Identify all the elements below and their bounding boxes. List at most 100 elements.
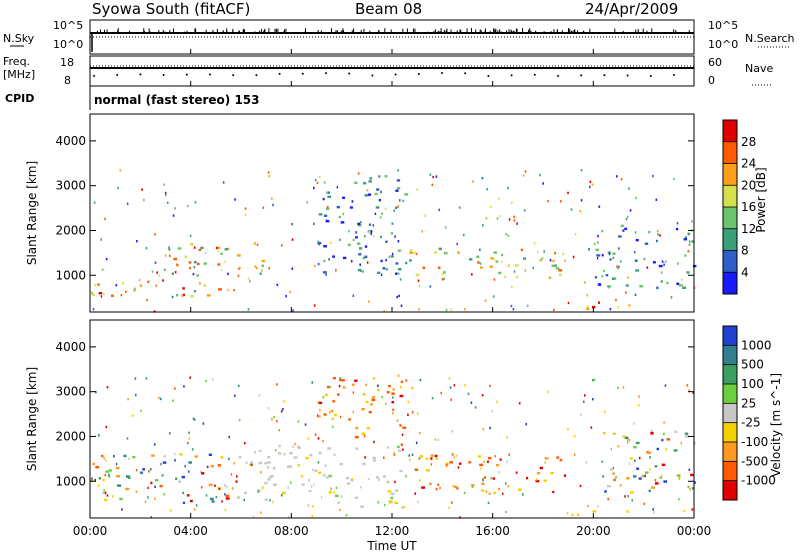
velocity-cell bbox=[153, 497, 156, 501]
velocity-cell bbox=[262, 486, 264, 489]
power-cell bbox=[501, 260, 503, 264]
power-cell bbox=[151, 270, 154, 273]
velocity-cell bbox=[399, 394, 404, 398]
velocity-cell bbox=[200, 486, 203, 489]
power-cell bbox=[380, 273, 383, 276]
velocity-cell bbox=[633, 445, 637, 449]
freq-dot bbox=[626, 74, 629, 77]
power-cell bbox=[382, 267, 386, 270]
velocity-cell bbox=[92, 462, 96, 466]
velocity-cell bbox=[396, 445, 400, 449]
velocity-cell bbox=[394, 501, 399, 505]
power-cell bbox=[511, 285, 513, 289]
power-cell bbox=[326, 191, 329, 194]
power-cell bbox=[432, 175, 434, 179]
power-cell bbox=[196, 262, 200, 266]
velocity-cell bbox=[105, 425, 108, 429]
velocity-cell bbox=[355, 426, 359, 430]
velocity-cell bbox=[602, 431, 606, 435]
power-cell bbox=[369, 177, 373, 180]
velocity-cell bbox=[617, 386, 619, 390]
velocity-cell bbox=[330, 409, 334, 413]
power-cell bbox=[514, 264, 519, 267]
power-cell bbox=[444, 226, 447, 229]
power-cell bbox=[615, 175, 618, 178]
velocity-y-ticks: 1000 2000 3000 4000 bbox=[55, 340, 694, 488]
colorbar-tick-label: 25 bbox=[741, 396, 756, 410]
colorbar-swatch bbox=[723, 364, 737, 385]
power-cell bbox=[664, 260, 667, 263]
power-cell bbox=[349, 206, 353, 209]
power-cell bbox=[607, 285, 611, 288]
velocity-cell bbox=[691, 508, 694, 511]
power-cell bbox=[658, 264, 663, 268]
power-cell bbox=[380, 190, 382, 194]
power-cell bbox=[688, 240, 691, 243]
velocity-cell bbox=[559, 458, 563, 462]
power-cell bbox=[388, 255, 391, 259]
power-cell bbox=[628, 187, 630, 190]
velocity-cell bbox=[610, 468, 614, 471]
velocity-cell bbox=[181, 475, 185, 479]
velocity-cell bbox=[267, 478, 271, 481]
velocity-cell bbox=[293, 456, 298, 459]
power-cell bbox=[291, 222, 294, 226]
power-cell bbox=[192, 272, 195, 276]
x-tick-label: 00:00 bbox=[677, 524, 712, 538]
velocity-cell bbox=[148, 470, 150, 473]
velocity-cell bbox=[683, 509, 686, 513]
power-cell bbox=[168, 246, 170, 249]
power-cell bbox=[513, 215, 515, 218]
power-cell bbox=[471, 273, 473, 276]
velocity-cell bbox=[365, 383, 368, 386]
power-cell bbox=[601, 229, 604, 233]
power-cell bbox=[404, 193, 409, 196]
velocity-cell bbox=[318, 401, 323, 405]
power-cell bbox=[120, 293, 123, 297]
velocity-cell bbox=[360, 486, 362, 489]
power-cell bbox=[617, 267, 619, 270]
power-cell bbox=[177, 247, 182, 250]
power-cell bbox=[660, 271, 663, 274]
velocity-cell bbox=[612, 466, 615, 470]
power-cell bbox=[97, 283, 100, 286]
velocity-cell bbox=[283, 452, 286, 456]
velocity-cell bbox=[335, 486, 338, 490]
velocity-cell bbox=[228, 435, 231, 439]
power-cell bbox=[394, 235, 396, 238]
power-cell bbox=[479, 262, 482, 265]
y-tick-label: 2000 bbox=[55, 429, 86, 443]
power-cell bbox=[138, 278, 141, 282]
velocity-cell bbox=[128, 457, 130, 460]
power-cell bbox=[617, 247, 620, 250]
power-cell bbox=[339, 238, 341, 241]
power-cell bbox=[385, 240, 388, 243]
velocity-cell bbox=[408, 458, 411, 462]
velocity-cell bbox=[401, 506, 404, 509]
power-cell bbox=[617, 306, 620, 309]
velocity-cell bbox=[411, 453, 414, 456]
velocity-cell bbox=[98, 477, 101, 480]
velocity-cell bbox=[419, 479, 421, 482]
velocity-cell bbox=[125, 487, 130, 491]
power-cell bbox=[659, 234, 661, 237]
velocity-cell bbox=[468, 461, 472, 464]
velocity-cell bbox=[189, 499, 193, 503]
velocity-cell bbox=[405, 475, 407, 478]
power-cell bbox=[372, 224, 374, 227]
power-cell bbox=[596, 241, 599, 244]
velocity-cell bbox=[244, 442, 246, 445]
freq-tick-bottom: 8 bbox=[64, 74, 71, 87]
velocity-cell bbox=[488, 492, 491, 495]
power-cell bbox=[567, 191, 569, 195]
velocity-cell bbox=[117, 484, 122, 487]
velocity-cell bbox=[630, 491, 634, 494]
power-cell bbox=[158, 274, 161, 277]
velocity-cell bbox=[388, 384, 391, 388]
velocity-colorbar-label: Velocity [m s^-1] bbox=[769, 373, 783, 477]
power-cell bbox=[586, 307, 590, 311]
power-cell bbox=[164, 191, 167, 195]
colorbar-tick-label: -1000 bbox=[741, 474, 776, 488]
power-cell bbox=[482, 224, 484, 227]
